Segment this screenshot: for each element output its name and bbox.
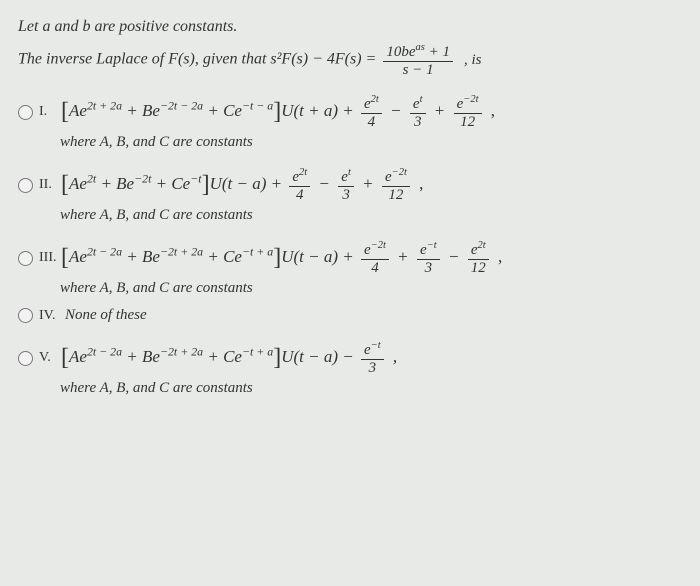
radio-V[interactable] [18,351,33,366]
prompt-eq-lhs: s²F(s) − 4F(s) = [270,51,376,68]
roman-V: V. [39,350,61,366]
prompt-prefix: The inverse Laplace of F(s), given that [18,51,266,68]
roman-IV: IV. [39,308,61,324]
radio-II[interactable] [18,178,33,193]
where-V: where A, B, and C are constants [60,380,682,397]
option-I-eq: [Ae2t + 2a + Be−2t − 2a + Ce−t − a]U(t +… [61,94,682,130]
option-IV-text: None of these [65,307,147,324]
where-I: where A, B, and C are constants [60,134,682,151]
option-II-row[interactable]: II. [Ae2t + Be−2t + Ce−t]U(t − a) + e2t4… [18,167,682,203]
radio-IV[interactable] [18,308,33,323]
prompt-suffix: , is [464,52,482,68]
option-III-row[interactable]: III. [Ae2t − 2a + Be−2t + 2a + Ce−t + a]… [18,240,682,276]
intro-text: Let a and b are positive constants. [18,18,682,36]
option-IV-row[interactable]: IV. None of these [18,307,682,324]
opt-I-body: Ae2t + 2a + Be−2t − 2a + Ce−t − a [69,101,273,120]
roman-III: III. [39,250,61,266]
option-I-row[interactable]: I. [Ae2t + 2a + Be−2t − 2a + Ce−t − a]U(… [18,94,682,130]
radio-III[interactable] [18,251,33,266]
question-page: Let a and b are positive constants. The … [0,0,700,409]
where-II: where A, B, and C are constants [60,207,682,224]
roman-II: II. [39,177,61,193]
frac-num-sup: as [416,42,425,53]
prompt-line: The inverse Laplace of F(s), given that … [18,42,682,78]
prompt-fraction: 10beas + 1 s − 1 [383,42,453,78]
radio-I[interactable] [18,105,33,120]
option-III-eq: [Ae2t − 2a + Be−2t + 2a + Ce−t + a]U(t −… [61,240,682,276]
frac-num-base: 10be [386,44,415,60]
option-V-row[interactable]: V. [Ae2t − 2a + Be−2t + 2a + Ce−t + a]U(… [18,340,682,376]
option-II-eq: [Ae2t + Be−2t + Ce−t]U(t − a) + e2t4 − e… [61,167,682,203]
where-III: where A, B, and C are constants [60,280,682,297]
roman-I: I. [39,104,61,120]
option-V-eq: [Ae2t − 2a + Be−2t + 2a + Ce−t + a]U(t −… [61,340,682,376]
frac-num-plus: + 1 [425,44,450,60]
frac-den: s − 1 [383,62,453,79]
